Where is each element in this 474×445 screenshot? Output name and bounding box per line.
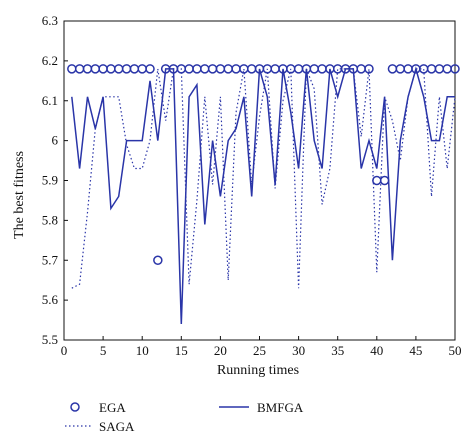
- plot-series: [67, 64, 460, 325]
- legend: EGA BMFGA SAGA: [65, 400, 304, 434]
- x-tick-label: 50: [449, 343, 462, 358]
- ega-point: [153, 255, 163, 265]
- ega-point: [113, 64, 124, 74]
- x-tick-label: 5: [100, 343, 107, 358]
- y-tick-label: 5.9: [42, 173, 58, 188]
- ega-point: [387, 64, 398, 74]
- legend-ega-label: EGA: [99, 400, 126, 415]
- y-tick-label: 6: [52, 133, 59, 148]
- ega-point: [364, 64, 374, 74]
- x-tick-label: 10: [136, 343, 149, 358]
- x-tick-label: 35: [331, 343, 344, 358]
- x-tick-label: 15: [175, 343, 188, 358]
- ega-point: [207, 64, 218, 74]
- ega-point: [223, 64, 233, 74]
- y-tick-label: 5.5: [42, 332, 58, 347]
- ega-point: [145, 64, 155, 74]
- x-tick-label: 30: [292, 343, 305, 358]
- x-tick-label: 25: [253, 343, 266, 358]
- ega-point: [317, 64, 327, 74]
- ega-point: [403, 64, 413, 74]
- ega-point: [74, 64, 85, 74]
- ega-point: [395, 64, 406, 74]
- ega-point: [215, 64, 226, 74]
- ega-point: [137, 64, 147, 74]
- legend-saga-label: SAGA: [99, 419, 135, 434]
- ega-point: [192, 64, 202, 74]
- x-tick-label: 0: [61, 343, 68, 358]
- ega-point: [200, 64, 210, 74]
- x-tick-label: 45: [409, 343, 422, 358]
- y-tick-label: 5.6: [42, 292, 59, 307]
- y-tick-label: 6.1: [42, 93, 58, 108]
- ega-point: [121, 64, 132, 74]
- ega-point: [450, 64, 460, 74]
- ega-point: [90, 64, 101, 74]
- ega-point: [184, 64, 194, 74]
- ega-point: [129, 64, 140, 74]
- x-tick-label: 40: [370, 343, 383, 358]
- y-tick-label: 5.7: [42, 252, 59, 267]
- ega-point: [356, 64, 366, 74]
- y-tick-label: 5.8: [42, 212, 58, 227]
- ega-point: [372, 175, 382, 186]
- ega-point: [270, 64, 280, 74]
- ega-point: [442, 64, 452, 74]
- legend-bmfga-label: BMFGA: [257, 400, 304, 415]
- ega-point: [82, 64, 93, 74]
- axis-tick-labels: 0 5 10 15 20 25 30 35 40 45 50 5.5 5.6 5.7 5.8 5.9 6 6.1 6…: [42, 13, 462, 358]
- ega-point: [98, 64, 108, 74]
- legend-ega-marker: [70, 402, 80, 412]
- y-axis-label: The best fitness: [12, 151, 27, 239]
- ega-point: [231, 64, 241, 74]
- ega-point: [426, 64, 437, 74]
- ega-point: [379, 175, 390, 186]
- y-tick-label: 6.3: [42, 13, 58, 28]
- ega-point: [293, 64, 304, 74]
- bmfga-series-line: [71, 66, 455, 325]
- x-axis-label: Running times: [217, 363, 299, 378]
- ega-point: [106, 64, 116, 74]
- y-tick-label: 6.2: [42, 53, 58, 68]
- ega-point: [434, 64, 445, 74]
- x-tick-label: 20: [214, 343, 227, 358]
- saga-series-line: [71, 68, 456, 289]
- ega-point: [67, 64, 77, 74]
- ega-point: [246, 64, 257, 74]
- ega-point: [309, 64, 319, 74]
- axis-ticks: [63, 20, 456, 341]
